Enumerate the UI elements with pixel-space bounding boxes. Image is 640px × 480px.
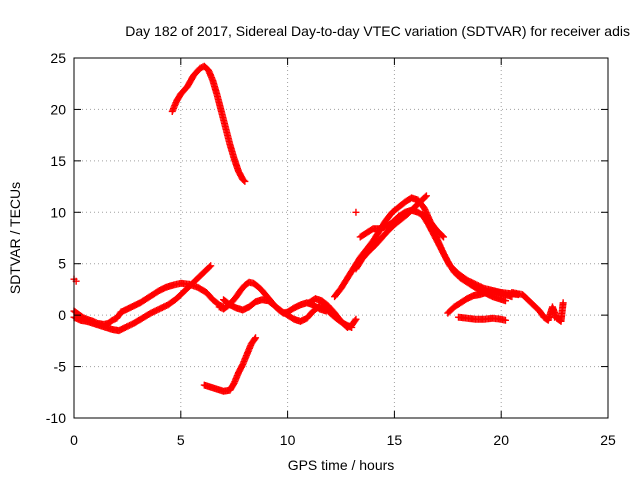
data-point (251, 335, 259, 343)
x-tick-label: 5 (177, 432, 185, 448)
x-axis-label: GPS time / hours (288, 457, 395, 473)
x-tick-label: 20 (493, 432, 509, 448)
y-tick-label: 10 (50, 204, 66, 220)
series-decay-1 (418, 210, 509, 305)
data-point (559, 299, 567, 307)
x-tick-label: 0 (70, 432, 78, 448)
series-peak-arc (168, 62, 249, 185)
y-tick-label: 20 (50, 101, 66, 117)
data-point (501, 297, 509, 305)
data-point (501, 316, 509, 324)
y-tick-label: 0 (58, 307, 66, 323)
data-point (207, 262, 215, 270)
data-markers (70, 62, 567, 395)
y-tick-label: 25 (50, 50, 66, 66)
data-point (438, 232, 446, 240)
series-ray-b (70, 262, 215, 335)
y-tick-label: 15 (50, 153, 66, 169)
data-point (422, 192, 430, 200)
data-point (551, 313, 559, 321)
series-decay-2 (444, 287, 516, 317)
series-rise-3 (352, 192, 430, 273)
data-point (440, 233, 448, 241)
plot-frame (73, 57, 609, 419)
series-rise-1 (331, 194, 522, 301)
data-point (241, 177, 249, 185)
data-point (352, 315, 360, 323)
x-tick-label: 25 (600, 432, 616, 448)
grid-lines (74, 58, 608, 418)
data-point (240, 176, 248, 184)
data-point (206, 263, 214, 271)
series-mid-cluster (305, 295, 360, 331)
data-point (252, 334, 260, 342)
chart-title: Day 182 of 2017, Sidereal Day-to-day VTE… (125, 23, 630, 39)
y-tick-label: -5 (54, 359, 67, 375)
y-tick-label: -10 (46, 410, 66, 426)
y-axis-label: SDTVAR / TECUs (7, 182, 23, 294)
x-tick-label: 15 (387, 432, 403, 448)
series-tail-scatter (508, 289, 567, 325)
y-tick-label: 5 (58, 256, 66, 272)
x-tick-label: 10 (280, 432, 296, 448)
data-point (421, 193, 429, 201)
data-point (351, 316, 359, 324)
series-tail-low (454, 313, 509, 324)
series-low-arc (200, 334, 260, 395)
axis-ticks: 0 5 10 15 20 25 -10 -5 0 5 10 15 20 25 (46, 50, 616, 448)
data-point (352, 208, 360, 216)
